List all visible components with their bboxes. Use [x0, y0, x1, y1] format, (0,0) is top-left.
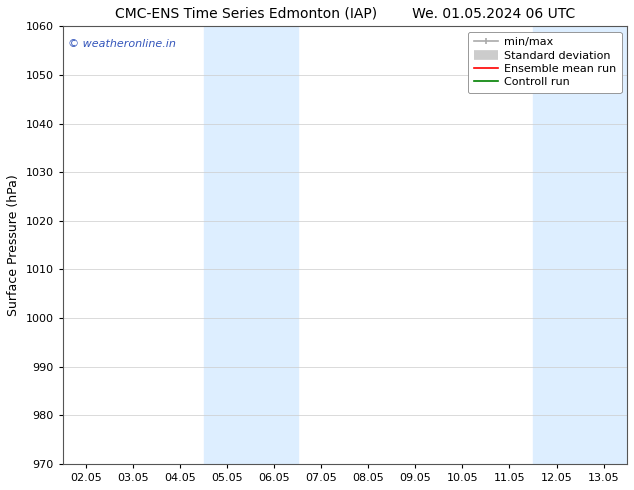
Title: CMC-ENS Time Series Edmonton (IAP)        We. 01.05.2024 06 UTC: CMC-ENS Time Series Edmonton (IAP) We. 0… [115, 7, 575, 21]
Y-axis label: Surface Pressure (hPa): Surface Pressure (hPa) [7, 174, 20, 316]
Bar [533, 26, 627, 464]
Text: © weatheronline.in: © weatheronline.in [68, 39, 176, 49]
Legend: min/max, Standard deviation, Ensemble mean run, Controll run: min/max, Standard deviation, Ensemble me… [468, 32, 621, 93]
Bar [204, 26, 298, 464]
